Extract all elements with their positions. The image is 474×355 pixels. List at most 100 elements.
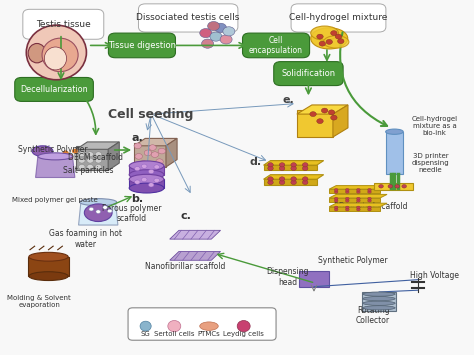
Text: Leydig cells: Leydig cells [223,331,264,337]
Circle shape [379,185,383,188]
Ellipse shape [29,252,68,261]
Circle shape [148,183,154,187]
Circle shape [310,111,316,116]
Ellipse shape [168,321,181,332]
Text: Synthetic Polymer: Synthetic Polymer [318,256,387,265]
Circle shape [154,178,160,182]
Circle shape [67,154,73,158]
Text: Solidification: Solidification [282,69,336,78]
Circle shape [334,197,338,200]
Circle shape [279,180,285,185]
Ellipse shape [27,25,86,80]
Text: Dispensing
head: Dispensing head [266,267,309,286]
Circle shape [140,160,147,166]
Ellipse shape [129,174,164,184]
Text: Gas foaming in hot
water: Gas foaming in hot water [49,229,122,249]
Circle shape [201,39,214,48]
FancyBboxPatch shape [128,308,276,340]
Circle shape [141,164,147,168]
Polygon shape [129,166,164,175]
Text: 3D printer
dispensing
needle: 3D printer dispensing needle [411,153,449,173]
Polygon shape [170,251,220,260]
Circle shape [103,206,108,209]
Text: Sertoli cells: Sertoli cells [154,331,194,337]
Circle shape [135,166,140,171]
Circle shape [356,189,360,191]
FancyBboxPatch shape [27,257,69,276]
Polygon shape [79,202,118,225]
Text: Nanofibrillar scaffold: Nanofibrillar scaffold [145,262,225,271]
Polygon shape [329,195,387,198]
FancyBboxPatch shape [291,4,386,32]
Circle shape [346,200,349,202]
FancyBboxPatch shape [329,189,380,193]
Circle shape [346,208,349,211]
Circle shape [135,180,140,184]
Circle shape [279,177,285,181]
Circle shape [96,210,100,213]
Circle shape [158,148,165,154]
Ellipse shape [363,301,395,305]
Circle shape [334,208,338,211]
Circle shape [302,177,308,181]
Circle shape [317,34,323,39]
Polygon shape [36,156,75,178]
Circle shape [135,154,142,159]
Ellipse shape [129,170,164,180]
Circle shape [395,185,400,188]
FancyBboxPatch shape [374,183,413,190]
Polygon shape [297,105,348,114]
Text: Cell seeding: Cell seeding [109,108,194,121]
Circle shape [334,191,338,193]
Circle shape [87,164,93,169]
Circle shape [268,166,273,170]
Circle shape [335,34,342,39]
FancyBboxPatch shape [109,33,175,58]
FancyBboxPatch shape [297,110,333,137]
Circle shape [215,23,227,32]
Circle shape [149,145,156,151]
Circle shape [156,159,163,164]
Ellipse shape [42,38,78,72]
Text: Decellularization: Decellularization [20,85,88,94]
FancyBboxPatch shape [243,33,310,58]
Ellipse shape [200,322,218,331]
Text: Testis tissue: Testis tissue [36,20,91,29]
Ellipse shape [323,36,349,48]
Text: d.: d. [250,157,262,166]
Text: Salt particles: Salt particles [64,166,114,175]
FancyBboxPatch shape [23,9,104,39]
Circle shape [154,165,160,169]
Circle shape [89,207,93,211]
Circle shape [95,164,102,169]
Circle shape [134,143,141,149]
Ellipse shape [29,272,68,280]
Circle shape [334,200,338,202]
Circle shape [223,27,235,36]
Circle shape [279,163,285,167]
Circle shape [346,206,349,209]
Ellipse shape [363,292,395,296]
Circle shape [356,191,360,193]
Ellipse shape [363,306,395,310]
Circle shape [302,163,308,167]
Circle shape [356,197,360,200]
Text: Mixed polymer gel paste: Mixed polymer gel paste [12,197,98,203]
Polygon shape [329,186,387,189]
FancyBboxPatch shape [274,62,343,86]
Circle shape [151,152,159,157]
Circle shape [337,39,344,44]
Circle shape [210,32,222,41]
Circle shape [291,177,296,181]
Polygon shape [166,138,177,167]
Ellipse shape [129,161,164,171]
Circle shape [144,150,152,155]
Polygon shape [134,138,177,146]
Circle shape [356,208,360,211]
Text: PTMCs: PTMCs [198,331,220,337]
Circle shape [279,166,285,170]
Circle shape [317,119,323,124]
Circle shape [356,200,360,202]
Circle shape [108,209,112,213]
Polygon shape [170,230,220,239]
